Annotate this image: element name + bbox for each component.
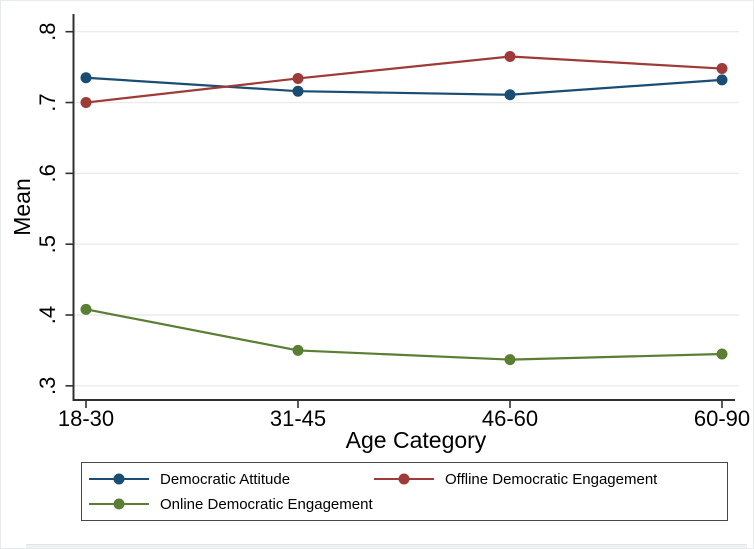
data-point <box>716 348 728 360</box>
legend-marker-icon <box>89 498 149 511</box>
y-tick-label: .5 <box>35 235 60 253</box>
x-tick-label: 46-60 <box>482 406 538 431</box>
data-point <box>716 74 728 86</box>
legend-label: Democratic Attitude <box>160 470 291 488</box>
series-line-1 <box>85 55 723 104</box>
x-tick-label: 31-45 <box>270 406 326 431</box>
legend-label: Online Democratic Engagement <box>160 495 373 513</box>
legend-item: Online Democratic Engagement <box>89 492 374 517</box>
bottom-strip <box>26 544 747 548</box>
data-point <box>504 89 516 101</box>
y-tick-label: .8 <box>35 23 60 41</box>
data-point <box>504 354 516 366</box>
y-tick-label: .6 <box>35 164 60 182</box>
y-tick-label: .7 <box>35 93 60 111</box>
x-tick-label: 18-30 <box>58 406 114 431</box>
data-point <box>292 72 304 84</box>
data-point <box>80 97 92 109</box>
series-line-2 <box>85 308 723 361</box>
legend-item: Democratic Attitude <box>89 467 374 492</box>
data-point <box>80 303 92 315</box>
legend-dot-icon <box>113 498 125 510</box>
legend-box: Democratic Attitude Offline Democratic En… <box>81 462 728 521</box>
x-tick-label: 60-90 <box>694 406 750 431</box>
plot-area: .3 .4 .5 .6 .7 .8 18-30 31-45 46-60 60-90 Mean Age … <box>9 14 750 453</box>
y-axis-title: Mean <box>9 178 35 236</box>
legend-label: Offline Democratic Engagement <box>445 470 658 488</box>
data-point <box>292 85 304 97</box>
legend-marker-icon <box>374 473 434 486</box>
y-tick-label: .4 <box>35 306 60 324</box>
data-point <box>292 344 304 356</box>
series-line-0 <box>85 76 723 96</box>
data-point <box>716 63 728 75</box>
x-axis-title: Age Category <box>346 427 487 453</box>
data-point <box>80 72 92 84</box>
legend-dot-icon <box>113 473 125 485</box>
data-point <box>504 50 516 62</box>
legend-marker-icon <box>89 473 149 486</box>
y-tick-label: .3 <box>35 377 60 395</box>
legend-item: Offline Democratic Engagement <box>374 467 727 492</box>
legend-dot-icon <box>398 473 410 485</box>
